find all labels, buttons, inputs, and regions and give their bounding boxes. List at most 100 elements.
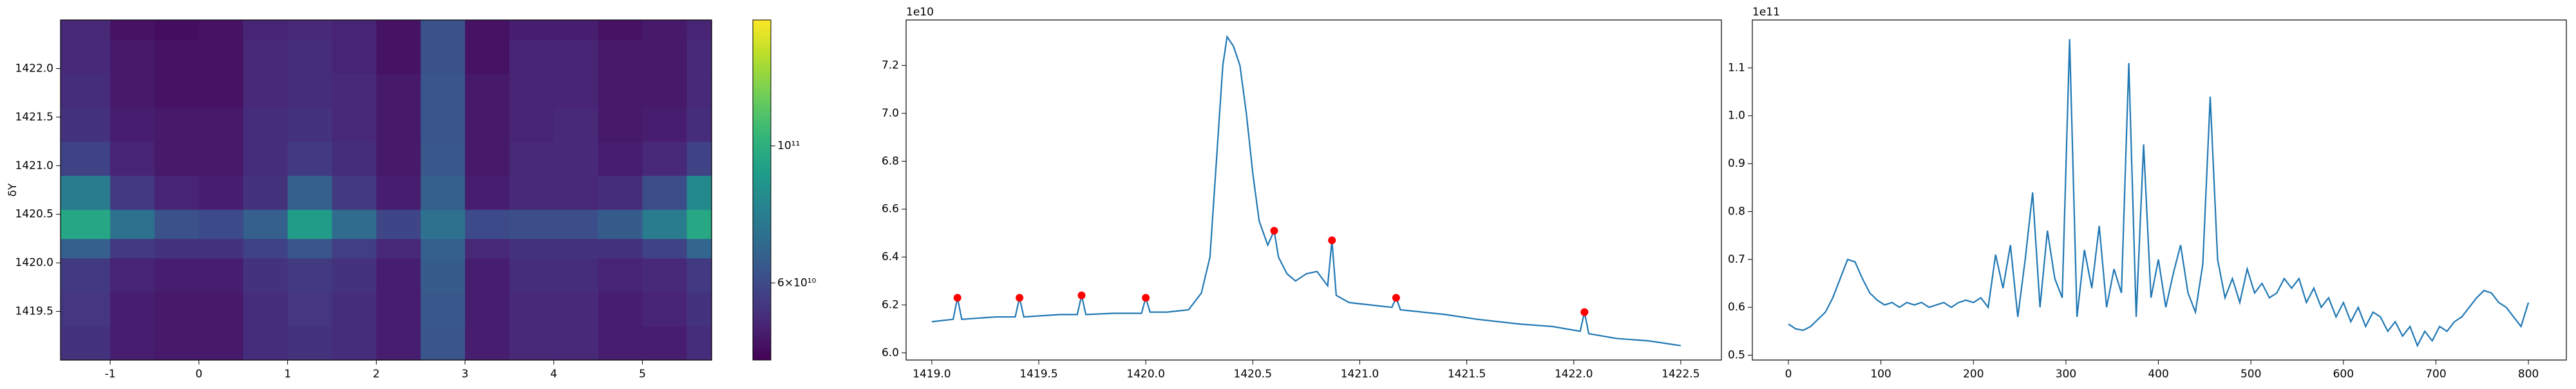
heatmap-cell [553,141,599,176]
heatmap-cell [110,175,155,210]
heatmap-cell [642,141,688,176]
y-tick-label: 0.9 [1728,157,1745,170]
x-tick-label: 0 [195,368,202,381]
heatmap-cell [110,258,155,292]
heatmap-cell [465,175,510,210]
peak-marker [1077,291,1086,299]
y-tick-label: 7.0 [882,107,899,120]
heatmap-cell [421,326,466,361]
y-tick-label: 1.0 [1728,109,1745,122]
x-tick-label: 1422.5 [1662,368,1700,381]
heatmap-cell [553,209,599,240]
y-tick-label: 1422.0 [15,62,53,75]
heatmap-cell [465,107,510,142]
heatmap-cell [421,20,466,40]
heatmap-cell [243,141,289,176]
heatmap-cell [198,141,244,176]
x-tick-label: 2 [373,368,380,381]
heatmap-cell [465,73,510,108]
heatmap-cell [598,20,643,40]
heatmap-cell [287,73,333,108]
heatmap-cell [509,20,554,40]
peak-marker [1328,236,1336,245]
heatmap-cell [332,209,377,240]
heatmap-cell [465,326,510,361]
x-tick-label: 1419.0 [913,368,951,381]
heatmap-cell [376,39,421,74]
heatmap-cell [642,326,688,361]
peak-marker [953,294,961,302]
peak-marker [1392,294,1400,302]
heatmap-cell [198,258,244,292]
heatmap-cell [376,238,421,259]
y-tick-label: 0.6 [1728,301,1745,314]
x-tick-label: 1422.0 [1555,368,1593,381]
heatmap-cell [465,209,510,240]
heatmap-cell [376,107,421,142]
heatmap-cell [287,326,333,361]
heatmap-cell [642,73,688,108]
heatmap-cell [642,292,688,327]
heatmap-cell [110,238,155,259]
heatmap-cell [110,73,155,108]
x-tick-label: 500 [2240,368,2261,381]
x-tick-label: 1420.5 [1234,368,1272,381]
heatmap-cell [155,326,200,361]
heatmap-cell [155,39,200,74]
heatmap-cell [287,107,333,142]
x-tick-label: 1419.5 [1019,368,1057,381]
heatmap-cell [155,292,200,327]
heatmap-cell [243,73,289,108]
heatmap-cell [332,175,377,210]
heatmap-cell [421,107,466,142]
heatmap-cell [465,39,510,74]
heatmap-cell [332,326,377,361]
x-tick-label: 700 [2425,368,2446,381]
heatmap-cell [642,107,688,142]
y-tick-label: 6.4 [882,251,899,263]
peak-marker [1580,308,1589,316]
heatmap-cell [553,20,599,40]
heatmap-cell [598,141,643,176]
x-tick-label: 800 [2518,368,2539,381]
heatmap-cell [421,209,466,240]
heatmap-cell [509,107,554,142]
heatmap-cell [287,209,333,240]
heatmap-cell [421,292,466,327]
y-tick-label: 0.5 [1728,349,1745,362]
heatmap-cell [198,292,244,327]
heatmap-cell [509,326,554,361]
x-tick-label: 1420.0 [1126,368,1164,381]
heatmap-cell [509,73,554,108]
heatmap-cell [509,141,554,176]
heatmap-cell [687,292,712,327]
heatmap-cell [61,292,111,327]
heatmap-cell [553,175,599,210]
heatmap-cell [110,326,155,361]
heatmap-cell [110,292,155,327]
heatmap-cell [155,175,200,210]
y-axis-label: δY [6,183,19,196]
x-tick-label: -1 [105,368,116,381]
heatmap-cell [376,258,421,292]
heatmap-cell [421,175,466,210]
heatmap-cell [687,107,712,142]
heatmap-cell [61,238,111,259]
heatmap-cell [332,73,377,108]
heatmap-cell [155,238,200,259]
heatmap-cell [198,326,244,361]
heatmap-cell [642,39,688,74]
x-tick-label: 600 [2333,368,2354,381]
heatmap-cell [598,107,643,142]
heatmap-cell [243,238,289,259]
line-series [1788,39,2530,348]
x-tick-label: 1421.0 [1341,368,1379,381]
heatmap-cell [687,141,712,176]
heatmap-cell [243,326,289,361]
heatmap-cell [687,258,712,292]
heatmap-cell [598,326,643,361]
heatmap-cell [376,20,421,40]
y-tick-label: 1419.5 [15,305,53,318]
peak-marker [1016,294,1024,302]
